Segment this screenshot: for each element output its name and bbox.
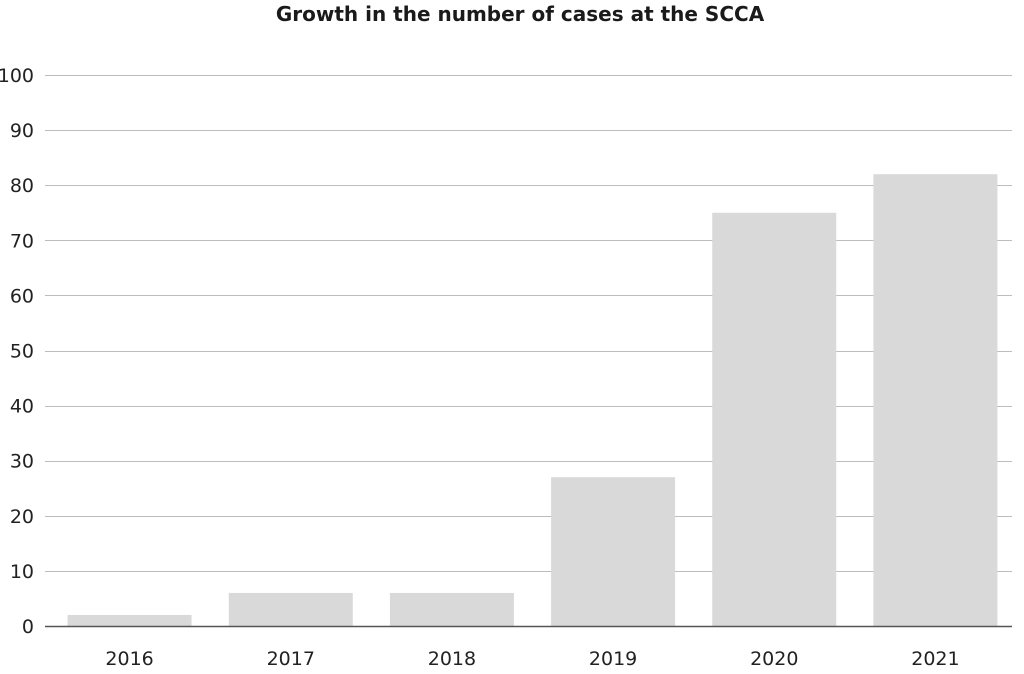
x-tick-label: 2018: [428, 648, 476, 670]
x-tick-label: 2019: [589, 648, 637, 670]
y-tick-label: 70: [10, 230, 34, 252]
bar-2016: [67, 614, 192, 626]
y-tick-label: 40: [10, 396, 34, 418]
y-tick-label: 10: [10, 561, 34, 583]
bar-2017: [228, 592, 353, 626]
y-tick-label: 60: [10, 285, 34, 307]
y-axis-tick-labels: 0 10 20 30 40 50 60 70 80 90 100: [0, 65, 34, 638]
x-tick-label: 2016: [105, 648, 153, 670]
bars: [67, 174, 998, 626]
y-tick-label: 50: [10, 341, 34, 363]
gridlines: [45, 75, 1012, 572]
x-axis-tick-labels: 2016 2017 2018 2019 2020 2021: [105, 648, 959, 670]
y-tick-label: 30: [10, 451, 34, 473]
y-tick-label: 0: [22, 616, 34, 638]
x-tick-label: 2021: [911, 648, 959, 670]
y-tick-label: 100: [0, 65, 34, 87]
x-tick-label: 2020: [750, 648, 798, 670]
x-tick-label: 2017: [267, 648, 315, 670]
y-tick-label: 20: [10, 506, 34, 528]
chart-title: Growth in the number of cases at the SCC…: [275, 2, 765, 26]
bar-2021: [873, 174, 998, 626]
y-tick-label: 80: [10, 175, 34, 197]
bar-2020: [712, 212, 837, 626]
y-tick-label: 90: [10, 120, 34, 142]
bar-2018: [389, 592, 514, 626]
bar-2019: [551, 477, 676, 626]
